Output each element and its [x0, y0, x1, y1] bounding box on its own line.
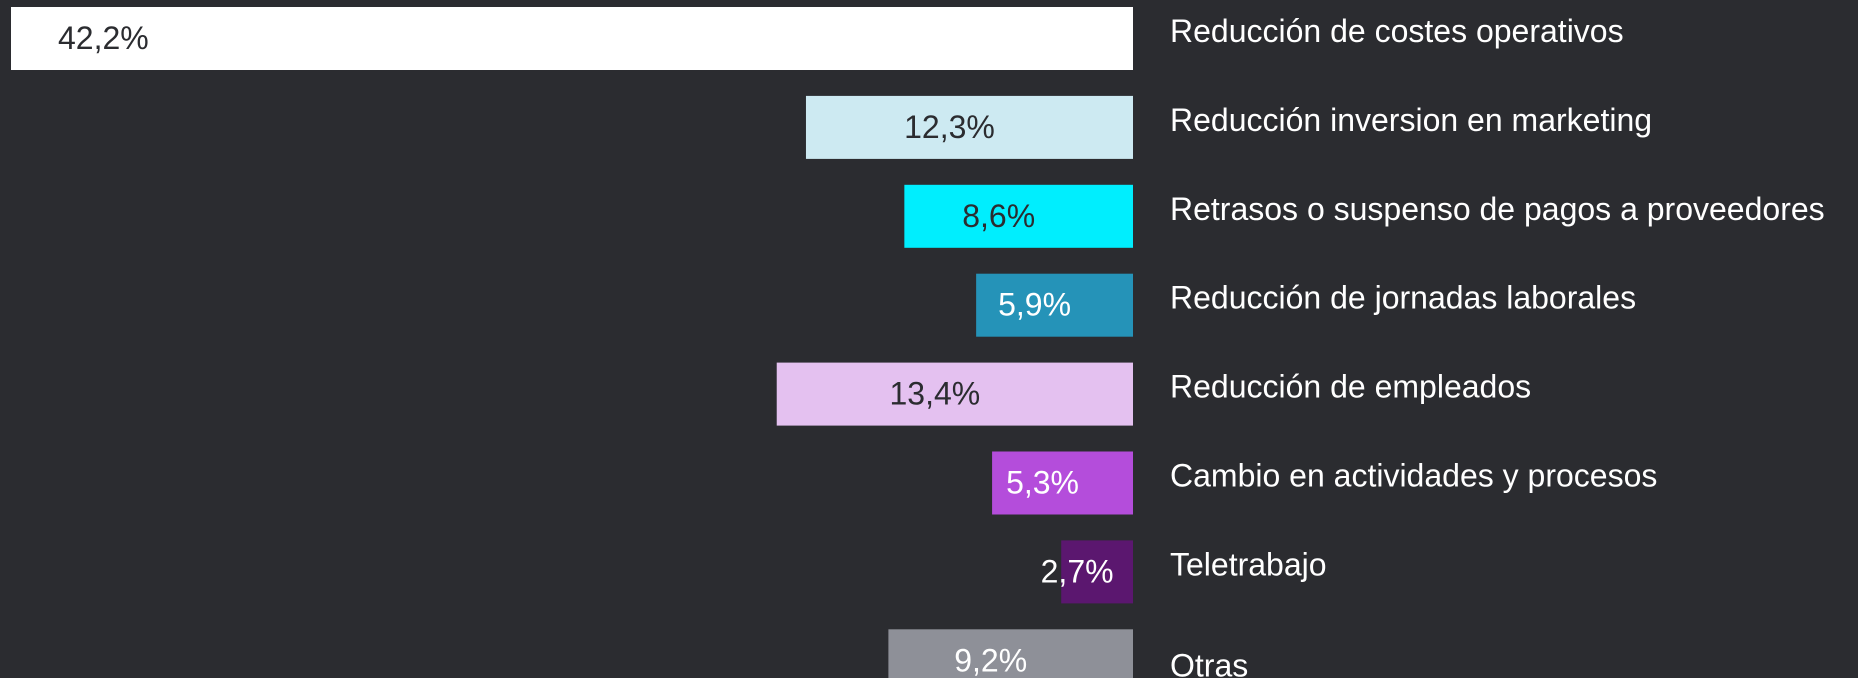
category-label: Cambio en actividades y procesos	[1170, 457, 1657, 493]
value-label: 13,4%	[889, 376, 980, 412]
category-label: Retrasos o suspenso de pagos a proveedor…	[1170, 191, 1825, 227]
bar	[1061, 540, 1133, 604]
category-label: Reducción de empleados	[1170, 369, 1531, 405]
category-label: Reducción inversion en marketing	[1170, 102, 1652, 138]
category-label: Reducción de jornadas laborales	[1170, 280, 1636, 316]
value-label: 2,7%	[1041, 553, 1114, 589]
bar	[904, 184, 1133, 248]
category-label: Otras	[1170, 647, 1248, 678]
bar	[888, 629, 1133, 678]
bar	[805, 95, 1133, 159]
value-label: 9,2%	[954, 642, 1027, 678]
value-label: 42,2%	[58, 20, 149, 56]
category-label: Teletrabajo	[1170, 546, 1327, 582]
value-label: 8,6%	[962, 198, 1035, 234]
bar	[11, 7, 1133, 70]
bar	[992, 451, 1133, 515]
bar	[776, 362, 1133, 426]
value-label: 12,3%	[904, 109, 995, 145]
value-label: 5,3%	[1006, 464, 1079, 500]
value-label: 5,9%	[998, 287, 1071, 323]
category-label: Reducción de costes operativos	[1170, 13, 1624, 49]
bar	[976, 273, 1133, 337]
